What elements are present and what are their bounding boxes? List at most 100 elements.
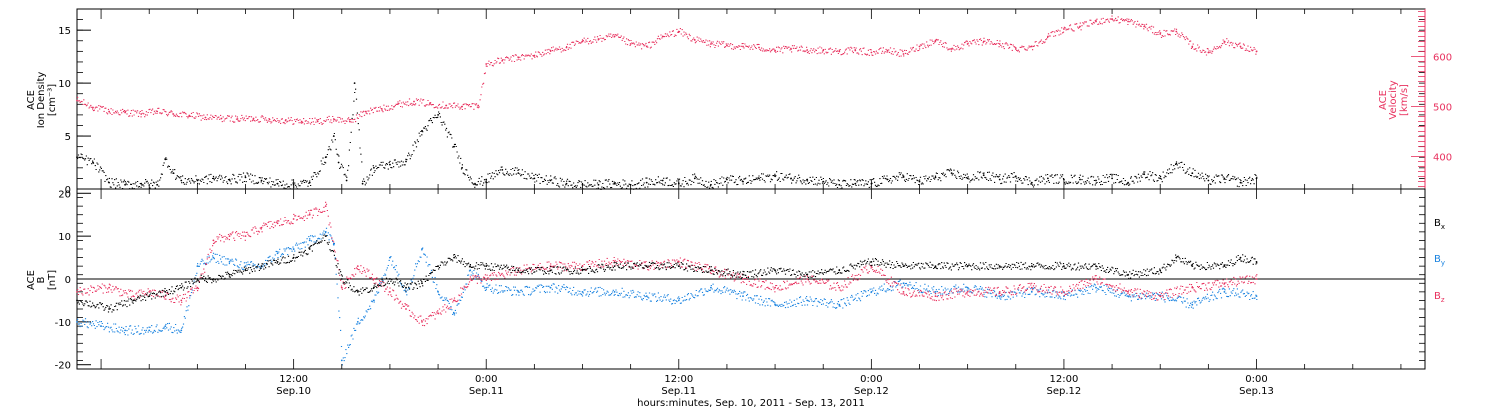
top-left-axis-frame — [76, 8, 1426, 190]
bx-series-point-7 — [212, 278, 215, 280]
density-series-point-28 — [453, 145, 455, 148]
velocity-series-point-37 — [661, 35, 664, 38]
velocity-series-point-40 — [710, 43, 712, 45]
bz-series-point-5 — [180, 299, 183, 302]
bottom-axis-tick-label: -20 — [55, 361, 71, 372]
bx-series-point-46 — [1175, 256, 1178, 259]
bx-series-point-17 — [373, 286, 375, 289]
by-series-point-23 — [453, 312, 455, 315]
density-series-point-77 — [1223, 177, 1226, 180]
bz-series-point-47 — [1223, 282, 1226, 285]
velocity-series-point-14 — [300, 120, 303, 123]
velocity-series-point-70 — [1191, 45, 1194, 48]
bz-series — [77, 201, 1258, 327]
by-series-point-4 — [164, 325, 167, 327]
legend-bz: Bz — [1434, 291, 1445, 304]
velocity-series — [77, 15, 1258, 126]
bx-series-point-47 — [1191, 265, 1194, 267]
density-series-point-58 — [918, 180, 921, 183]
density-series-point-41 — [645, 181, 648, 184]
density-series-point-23 — [373, 166, 375, 169]
by-series-point-28 — [581, 291, 584, 293]
velocity-series-point-7 — [188, 114, 191, 117]
velocity-series-point-25 — [477, 104, 480, 107]
density-series-point-52 — [822, 180, 825, 183]
density-series-point-1 — [92, 161, 94, 164]
x-tick-date: Sep.12 — [854, 386, 889, 397]
legend-by-sub: y — [1441, 259, 1445, 267]
density-series-point-38 — [597, 183, 600, 186]
density-series-point-7 — [172, 172, 175, 175]
velocity-series-point-2 — [108, 110, 110, 113]
density-series-point-69 — [1095, 179, 1097, 182]
bx-series-point-49 — [1239, 256, 1242, 259]
velocity-series-point-4 — [140, 113, 143, 115]
bz-series-point-3 — [148, 291, 151, 293]
x-tick-date: Sep.13 — [1239, 386, 1274, 397]
by-series-point-26 — [517, 291, 520, 293]
by-series-point-17 — [356, 321, 359, 323]
svg-text:By: By — [1434, 254, 1445, 267]
density-series-point-22 — [361, 182, 364, 185]
velocity-series-point-42 — [742, 45, 744, 48]
velocity-series-point-47 — [822, 49, 825, 52]
velocity-series-point-29 — [533, 54, 536, 57]
bz-series-point-35 — [838, 286, 841, 289]
velocity-tick-label: 600 — [1433, 53, 1452, 64]
density-series-point-17 — [324, 156, 327, 159]
bx-series-point-0 — [76, 299, 78, 302]
density-series-point-13 — [260, 179, 263, 182]
bz-series-point-24 — [485, 278, 488, 280]
by-series-point-45 — [1127, 295, 1129, 297]
bz-series-point-41 — [1030, 286, 1033, 289]
bx-series-point-13 — [308, 248, 311, 250]
velocity-series-point-69 — [1175, 30, 1178, 33]
bottom-axis-tick-label: -10 — [55, 318, 71, 329]
by-series-point-37 — [870, 291, 873, 293]
by-series-point-24 — [469, 269, 472, 272]
velocity-series-point-5 — [156, 110, 159, 113]
density-series-point-73 — [1159, 177, 1162, 180]
velocity-series-point-68 — [1159, 33, 1162, 35]
density-series-point-3 — [124, 183, 126, 186]
velocity-series-point-19 — [381, 108, 383, 110]
bx-series-point-30 — [677, 265, 680, 267]
bx-series-point-45 — [1159, 269, 1162, 272]
velocity-series-point-3 — [124, 111, 126, 114]
velocity-series-point-55 — [950, 48, 953, 50]
velocity-series-point-22 — [429, 103, 431, 105]
bx-series-point-22 — [453, 256, 455, 259]
by-series-point-35 — [806, 299, 809, 302]
by-series-point-16 — [340, 359, 343, 362]
by-series-point-1 — [100, 325, 102, 327]
density-series-point-20 — [345, 179, 348, 182]
velocity-series-point-57 — [982, 40, 985, 43]
velocity-series-point-67 — [1143, 25, 1146, 28]
bz-series-point-38 — [934, 295, 937, 297]
bx-series-point-43 — [1095, 265, 1097, 267]
velocity-series-point-1 — [92, 106, 94, 109]
velocity-series-point-59 — [1014, 48, 1017, 50]
velocity-series-point-28 — [517, 56, 520, 59]
velocity-series-point-27 — [501, 59, 504, 62]
top-left-label-line1: ACE — [26, 90, 37, 110]
density-series-point-4 — [140, 182, 143, 185]
density-series-point-51 — [806, 178, 809, 181]
by-series-point-6 — [196, 265, 199, 267]
top-left-label-line3: [cm⁻³] — [47, 84, 58, 116]
bz-series-point-18 — [389, 291, 391, 293]
velocity-series-point-60 — [1030, 45, 1033, 48]
bottom-left-label-line3: [nT] — [47, 270, 58, 290]
density-series-point-32 — [501, 169, 504, 171]
bz-series-point-40 — [998, 291, 1001, 293]
bz-series-point-20 — [421, 321, 423, 323]
by-series-point-13 — [308, 239, 311, 242]
density-series-point-0 — [76, 156, 78, 159]
bx-series-point-48 — [1223, 265, 1226, 267]
density-series-point-76 — [1207, 179, 1210, 182]
x-tick-date: Sep.10 — [276, 386, 311, 397]
density-series-point-75 — [1191, 172, 1194, 175]
velocity-series-point-51 — [886, 49, 889, 52]
bx-series-point-23 — [469, 265, 472, 267]
